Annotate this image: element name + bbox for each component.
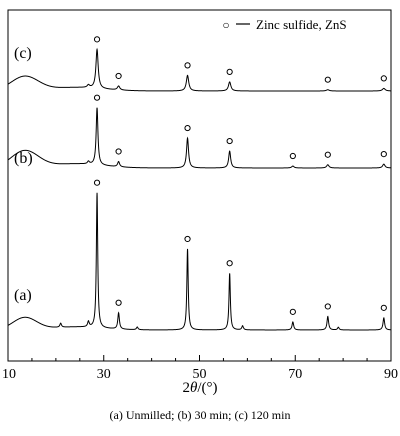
figure-caption: (a) Unmilled; (b) 30 min; (c) 120 min xyxy=(109,408,291,422)
x-axis-label-prefix: 2 xyxy=(182,380,190,396)
series-line xyxy=(7,107,391,169)
ticks-layer: 10 30 50 70 90 xyxy=(2,355,398,382)
legend-marker: ○ xyxy=(222,18,229,32)
peak-marker xyxy=(226,260,233,267)
peak-marker xyxy=(184,235,191,243)
peak-marker xyxy=(115,148,122,155)
legend: ○ Zinc sulfide, ZnS xyxy=(222,17,346,32)
peak-marker xyxy=(184,62,191,69)
legend-label: Zinc sulfide, ZnS xyxy=(256,17,347,32)
peak-marker xyxy=(380,150,387,158)
peak-marker xyxy=(93,36,101,43)
peak-marker xyxy=(93,179,101,186)
peak-marker xyxy=(324,151,331,158)
peak-marker xyxy=(226,137,233,145)
plot-frame xyxy=(7,9,392,362)
peak-marker xyxy=(93,94,101,101)
peak-marker xyxy=(115,299,122,306)
labels-layer: (a) (b) (c) xyxy=(14,45,33,304)
series-label: (a) xyxy=(14,287,32,304)
x-tick-label: 90 xyxy=(384,367,398,382)
x-tick-label: 70 xyxy=(288,367,302,382)
peak-marker xyxy=(115,72,122,80)
peak-marker xyxy=(289,308,296,315)
peak-marker xyxy=(289,152,296,160)
peak-marker xyxy=(380,75,387,82)
series-layer xyxy=(7,47,391,331)
x-tick-label: 50 xyxy=(193,367,207,382)
x-tick-label: 30 xyxy=(97,367,111,382)
peak-marker xyxy=(324,76,331,83)
peak-marker xyxy=(184,124,191,132)
x-axis-label: 2θ/(°) xyxy=(182,380,217,396)
x-axis-label-suffix: /(°) xyxy=(197,380,217,396)
series-label: (b) xyxy=(14,150,33,167)
x-tick-label: 10 xyxy=(2,367,16,382)
peak-marker xyxy=(380,304,387,311)
series-label: (c) xyxy=(14,45,32,62)
peak-marker xyxy=(226,68,233,75)
series-line xyxy=(7,192,391,331)
markers-layer xyxy=(93,36,387,315)
x-axis-label-theta: θ xyxy=(190,380,198,396)
peak-marker xyxy=(324,303,331,310)
series-line xyxy=(7,47,391,92)
